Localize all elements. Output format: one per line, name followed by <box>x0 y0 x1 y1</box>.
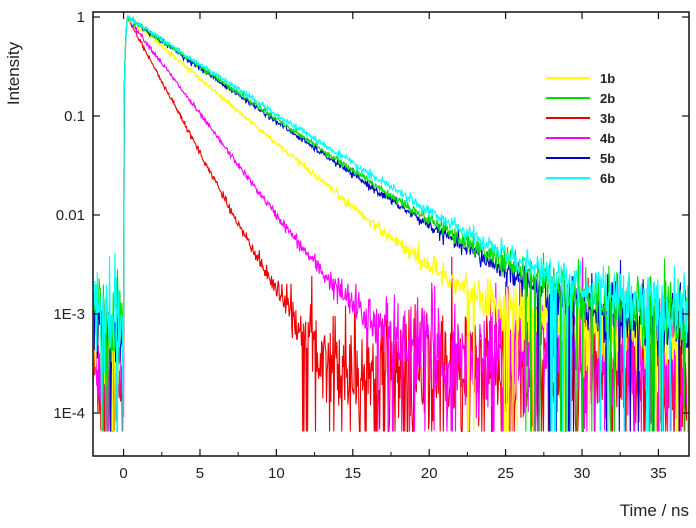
legend: 1b 2b 3b 4b 5b 6b <box>546 71 615 186</box>
legend-label-2b: 2b <box>600 91 615 106</box>
series-line-6b <box>93 14 689 433</box>
series-line-1b <box>93 15 689 433</box>
y-axis: 1 0.1 0.01 1E-3 1E-4 <box>53 9 689 422</box>
y-tick-label: 1E-4 <box>53 405 85 422</box>
x-axis: 0 5 10 15 20 25 30 35 <box>119 12 667 482</box>
y-tick-label: 0.01 <box>56 207 85 224</box>
legend-label-4b: 4b <box>600 131 615 146</box>
y-axis-title: Intensity <box>4 41 23 105</box>
x-axis-title: Time / ns <box>620 501 689 520</box>
legend-label-6b: 6b <box>600 171 615 186</box>
legend-label-3b: 3b <box>600 111 615 126</box>
x-tick-label: 20 <box>421 465 438 482</box>
x-tick-label: 5 <box>196 465 204 482</box>
y-tick-label: 1 <box>77 9 85 26</box>
x-tick-label: 25 <box>497 465 514 482</box>
x-tick-label: 35 <box>650 465 667 482</box>
x-tick-label: 0 <box>119 465 127 482</box>
x-tick-label: 15 <box>344 465 361 482</box>
legend-label-5b: 5b <box>600 151 615 166</box>
y-tick-label: 0.1 <box>64 108 85 125</box>
y-tick-label: 1E-3 <box>53 306 85 323</box>
legend-label-1b: 1b <box>600 71 615 86</box>
x-tick-label: 10 <box>268 465 285 482</box>
x-tick-label: 30 <box>574 465 591 482</box>
plot-lines <box>93 14 689 433</box>
